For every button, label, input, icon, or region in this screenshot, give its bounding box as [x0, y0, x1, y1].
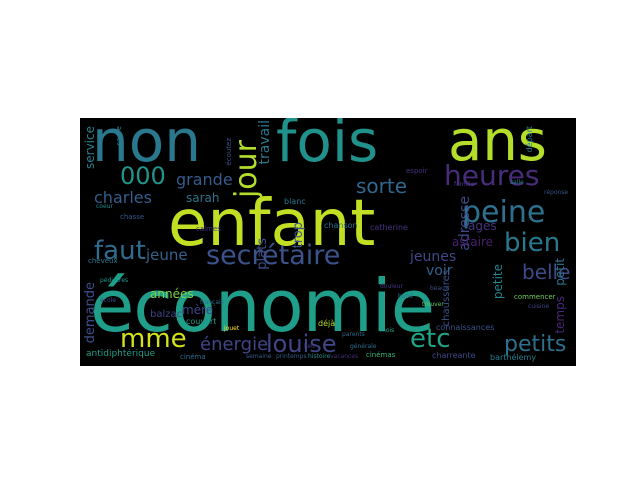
word: cheveux: [88, 257, 118, 265]
word: bébé: [398, 293, 413, 300]
word: ans: [448, 118, 547, 174]
word: temps: [553, 296, 567, 334]
word: demande: [83, 282, 98, 344]
word: cuisine: [528, 303, 550, 310]
word: écoutez: [225, 138, 233, 166]
word: petits: [504, 332, 567, 357]
word: espoir: [406, 167, 428, 175]
word: chasse: [120, 213, 145, 221]
word: lieu: [304, 343, 315, 350]
word: salle: [510, 179, 524, 186]
word: réponse: [544, 189, 569, 196]
word: voir: [426, 263, 453, 279]
word: blanc: [284, 197, 306, 206]
word: grande: [176, 170, 233, 189]
word: heures: [444, 159, 540, 192]
word: vacances: [330, 353, 359, 360]
word: petit: [553, 258, 567, 286]
word: chaussures: [441, 270, 452, 327]
word: travail: [257, 120, 273, 165]
word: cadre: [115, 126, 123, 146]
word: déjà: [318, 319, 336, 328]
word: petite: [491, 264, 505, 300]
word: sorte: [356, 174, 408, 198]
word: service: [83, 126, 97, 169]
word: couvert: [186, 317, 217, 326]
word: louise: [266, 330, 337, 358]
word: jeune: [146, 246, 188, 264]
word: énergie: [200, 334, 269, 355]
word: années: [150, 287, 194, 301]
word: peine: [462, 195, 546, 230]
word: jeunes: [410, 249, 457, 265]
word-cloud: économie enfant ans non fois peine secré…: [80, 118, 576, 366]
word: astaire: [452, 235, 494, 249]
word: trop: [291, 222, 306, 249]
word: secrétaire: [206, 240, 341, 271]
word: famille: [454, 181, 475, 188]
word: pédiatres: [100, 277, 129, 284]
word: ages: [468, 219, 497, 233]
word: histoire: [308, 353, 331, 360]
word: cinémas: [366, 351, 396, 359]
word: charles: [94, 188, 152, 207]
word: etc: [410, 324, 451, 354]
word: sarah: [186, 191, 220, 205]
word: 000: [120, 162, 166, 190]
word: mois: [380, 327, 395, 334]
word: connaissances: [436, 323, 495, 332]
word: faut: [94, 236, 146, 266]
word: économie: [90, 264, 435, 348]
word: semaine: [246, 353, 272, 360]
word: parents: [342, 331, 365, 338]
word: bien: [504, 228, 561, 258]
word: douleur: [380, 283, 403, 290]
word: antidiphtérique: [86, 349, 156, 359]
word: jouet: [224, 325, 240, 332]
word: mère: [182, 303, 214, 317]
word: chanson: [324, 221, 358, 230]
word: belle: [522, 260, 571, 284]
word: beaux: [430, 285, 449, 292]
word: catherine: [370, 223, 408, 232]
word: cinéma: [180, 353, 206, 361]
word: non: [92, 118, 202, 175]
word: générale: [350, 343, 377, 350]
word: mme: [120, 324, 187, 354]
word: calmes: [196, 225, 221, 233]
word: plats: [255, 238, 270, 270]
word: départ: [525, 126, 534, 153]
word: charreante: [432, 351, 476, 360]
word: trouver: [422, 301, 444, 308]
word: printemps: [276, 353, 307, 360]
word: école: [100, 297, 117, 304]
word: français: [200, 299, 224, 306]
word: balzac: [150, 309, 183, 320]
word: barthélemy: [490, 353, 537, 362]
word: enfant: [168, 187, 376, 261]
word: commencer: [514, 293, 556, 301]
word: coeur: [96, 203, 113, 210]
word: fois: [276, 118, 379, 175]
